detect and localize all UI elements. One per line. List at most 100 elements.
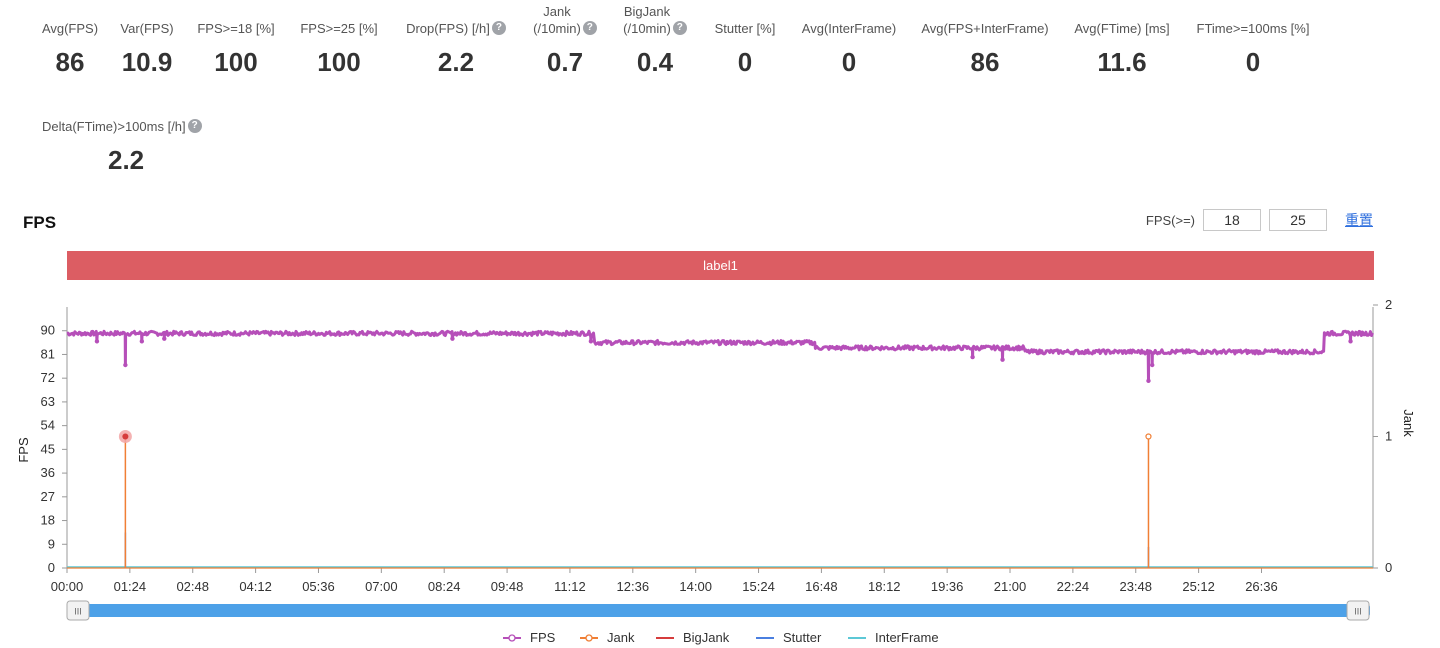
fps-dip-point (970, 354, 975, 360)
legend-marker-jank (585, 634, 593, 642)
x-tick-label: 26:36 (1245, 579, 1278, 594)
fps-dip-point (94, 339, 100, 344)
jank-point (1145, 433, 1152, 440)
y-left-tick-label: 63 (41, 394, 55, 409)
reset-link[interactable]: 重置 (1345, 212, 1373, 228)
slider-grip-icon: III (1354, 607, 1362, 617)
metric-label-text: Jank (/10min) (533, 4, 581, 36)
fps-threshold-label: FPS(>=) (1145, 212, 1195, 228)
metric-label: FPS>=25 [%] (249, 1, 429, 37)
chart-section-title: FPS (23, 213, 57, 232)
metric-value: 0.7 (546, 47, 584, 77)
time-range-slider[interactable] (70, 604, 1370, 617)
x-tick-label: 15:24 (742, 579, 775, 594)
metric-8: Avg(InterFrame) 0 (759, 1, 939, 77)
x-tick-label: 19:36 (931, 579, 964, 594)
metric-2: FPS>=18 [%] 100 (146, 1, 326, 77)
metric-label-text: FTime>=100ms [%] (1196, 21, 1310, 36)
metric-label: Jank (/10min)? (475, 1, 655, 37)
metric-label: FPS>=18 [%] (146, 1, 326, 37)
x-tick-label: 18:12 (868, 579, 901, 594)
metric-label: FTime>=100ms [%] (1163, 1, 1343, 37)
fps-dip-point (588, 339, 594, 344)
y-left-tick-label: 27 (41, 489, 55, 504)
slider-handle-left[interactable] (66, 600, 90, 621)
help-icon[interactable]: ? (672, 21, 687, 35)
metric-label-text: Drop(FPS) [/h] (406, 21, 490, 36)
metric-12: Delta(FTime)>100ms [/h]? 2.2 (42, 99, 202, 175)
y-left-tick-label: 81 (41, 346, 55, 361)
metric-9: Avg(FPS+InterFrame) 86 (895, 1, 1075, 77)
metric-label-text: Avg(FTime) [ms] (1074, 21, 1170, 36)
y-left-tick-label: 90 (41, 323, 55, 338)
metric-value: 86 (55, 47, 85, 77)
x-tick-label: 07:00 (365, 579, 398, 594)
x-tick-label: 14:00 (679, 579, 712, 594)
fps-dip-point (450, 336, 455, 341)
metric-label: Drop(FPS) [/h]? (366, 1, 546, 37)
metric-5: Jank (/10min)? 0.7 (475, 1, 655, 77)
y-right-axis-label: Jank (1401, 409, 1416, 437)
metric-value: 100 (214, 47, 258, 77)
metric-label: BigJank (/10min)? (565, 1, 745, 37)
fps-series-line (66, 329, 1374, 383)
metric-label: Avg(FPS+InterFrame) (895, 1, 1075, 37)
x-tick-label: 05:36 (302, 579, 335, 594)
y-right-tick-label: 1 (1385, 429, 1392, 444)
x-tick-label: 21:00 (994, 579, 1027, 594)
help-icon[interactable]: ? (187, 119, 202, 133)
x-tick-label: 08:24 (428, 579, 461, 594)
metric-label: Avg(InterFrame) (759, 1, 939, 37)
metric-value: 0 (841, 47, 857, 77)
metric-value: 86 (970, 47, 1000, 77)
metric-value: 10.9 (121, 47, 173, 77)
legend-label-bigjank[interactable]: BigJank (683, 630, 730, 645)
legend-label-fps[interactable]: FPS (530, 630, 556, 645)
slider-grip-icon: III (74, 607, 82, 617)
metric-value: 2.2 (108, 145, 145, 175)
y-right-tick-label: 0 (1385, 560, 1392, 575)
metric-value: 0 (737, 47, 753, 77)
fps-threshold-input-2[interactable] (1269, 209, 1327, 231)
metric-1: Var(FPS) 10.9 (57, 1, 237, 77)
metric-7: Stutter [%] 0 (655, 1, 835, 77)
fps-threshold-input-1[interactable] (1203, 209, 1261, 231)
legend-label-jank[interactable]: Jank (607, 630, 635, 645)
metric-value: 0 (1245, 47, 1261, 77)
x-tick-label: 01:24 (114, 579, 147, 594)
metric-label-text: Delta(FTime)>100ms [/h] (42, 119, 186, 134)
metric-label-text: Var(FPS) (120, 21, 174, 36)
metric-label: Avg(FPS) (0, 1, 160, 37)
x-tick-label: 22:24 (1057, 579, 1090, 594)
slider-handle-right[interactable] (1346, 600, 1370, 621)
metric-6: BigJank (/10min)? 0.4 (565, 1, 745, 77)
metric-3: FPS>=25 [%] 100 (249, 1, 429, 77)
metric-label: Delta(FTime)>100ms [/h]? (42, 99, 202, 135)
y-right-tick-label: 2 (1385, 297, 1392, 312)
x-tick-label: 00:00 (51, 579, 84, 594)
y-left-tick-label: 0 (48, 560, 55, 575)
fps-threshold-controls: FPS(>=) 重置 (1146, 209, 1373, 231)
metric-4: Drop(FPS) [/h]? 2.2 (366, 1, 546, 77)
y-left-tick-label: 18 (41, 513, 55, 528)
fps-dip-point (162, 336, 167, 341)
metric-label-text: BigJank (/10min) (623, 4, 671, 36)
help-icon[interactable]: ? (582, 21, 597, 35)
legend-label-stutter[interactable]: Stutter (783, 630, 822, 645)
metric-11: FTime>=100ms [%] 0 (1163, 1, 1343, 77)
x-tick-label: 09:48 (491, 579, 524, 594)
label-band[interactable]: label1 (67, 251, 1374, 280)
fps-dip-point (1000, 357, 1005, 362)
legend-label-interframe[interactable]: InterFrame (875, 630, 939, 645)
y-left-tick-label: 72 (41, 370, 55, 385)
help-icon[interactable]: ? (491, 21, 506, 35)
metric-label: Avg(FTime) [ms] (1032, 1, 1212, 37)
fps-dip-point (1146, 378, 1151, 384)
y-left-tick-label: 45 (41, 441, 55, 456)
fps-dip-point (139, 339, 145, 344)
y-left-axis-label: FPS (16, 437, 31, 463)
x-tick-label: 16:48 (805, 579, 838, 594)
x-tick-label: 02:48 (176, 579, 209, 594)
metric-0: Avg(FPS) 86 (0, 1, 160, 77)
